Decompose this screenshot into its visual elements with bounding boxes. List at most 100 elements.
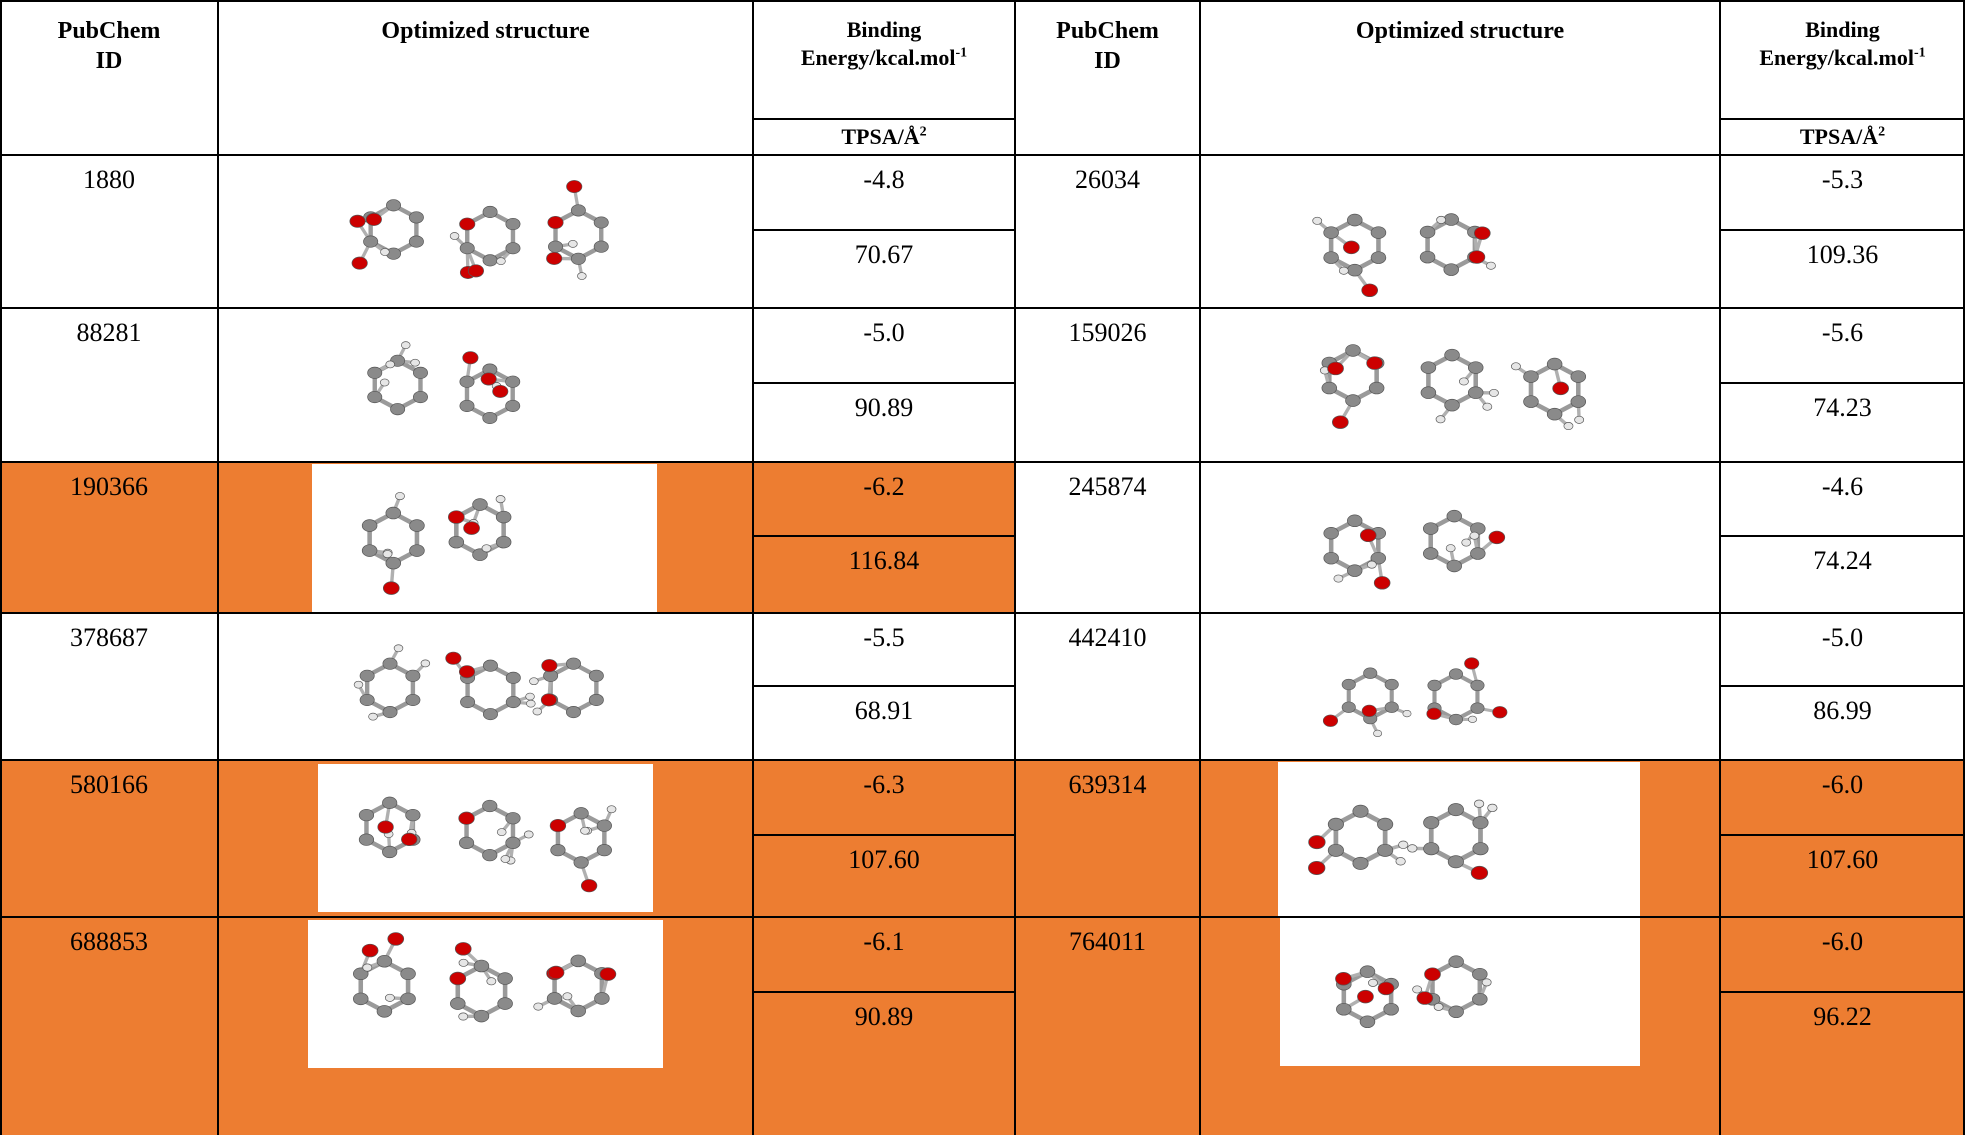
pubchem-id: 159026 — [1068, 318, 1147, 347]
carbon-atom — [1467, 361, 1484, 374]
oxygen-atom — [1308, 835, 1326, 850]
carbon-atom — [1323, 226, 1339, 239]
header-superscript: 2 — [919, 124, 927, 140]
oxygen-atom — [1473, 226, 1491, 240]
hydrogen-atom — [1407, 844, 1418, 853]
header-label: ID — [1094, 48, 1121, 74]
pubchem-id-cell: 764011 — [1015, 917, 1200, 1135]
hydrogen-atom — [1461, 538, 1472, 547]
carbon-atom — [473, 1009, 490, 1023]
carbon-atom — [505, 242, 521, 255]
carbon-atom — [1423, 547, 1439, 560]
binding-energy-value: -6.0 — [1821, 770, 1864, 799]
oxygen-atom — [1359, 528, 1377, 543]
hydrogen-atom — [1366, 560, 1377, 569]
carbon-atom — [367, 366, 383, 379]
hydrogen-atom — [606, 805, 617, 814]
hydrogen-atom — [1481, 978, 1492, 987]
carbon-atom — [505, 836, 521, 849]
carbon-atom — [408, 235, 424, 248]
oxygen-atom — [566, 180, 583, 194]
carbon-atom — [382, 796, 398, 809]
carbon-atom — [1470, 679, 1485, 692]
carbon-atom — [1443, 263, 1459, 276]
pubchem-id: 26034 — [1075, 165, 1140, 194]
molecule-drawing — [1308, 799, 1498, 880]
hydrogen-atom — [481, 544, 492, 553]
binding-energy-value: -5.0 — [863, 318, 905, 347]
oxygen-atom — [449, 971, 467, 986]
hydrogen-atom — [382, 550, 393, 559]
carbon-atom — [450, 997, 466, 1010]
carbon-atom — [1323, 551, 1339, 565]
carbon-atom — [1570, 370, 1587, 383]
hydrogen-atom — [1436, 215, 1447, 224]
carbon-atom — [386, 199, 402, 212]
header-superscript: -1 — [955, 45, 968, 61]
oxygen-atom — [1464, 657, 1480, 670]
carbon-atom — [1444, 398, 1460, 412]
carbon-atom — [409, 544, 425, 557]
carbon-atom — [1423, 522, 1439, 535]
binding-energy-value: -4.6 — [1821, 472, 1864, 501]
oxygen-atom — [1488, 530, 1506, 545]
carbon-atom — [495, 510, 512, 524]
oxygen-atom — [1468, 250, 1486, 264]
header-label: Energy/kcal.mol-1 — [1720, 44, 1965, 72]
carbon-atom — [1447, 803, 1464, 817]
header-label: Binding — [1805, 17, 1880, 42]
carbon-atom — [566, 657, 581, 670]
hydrogen-atom — [1487, 803, 1498, 813]
carbon-atom — [1336, 1002, 1352, 1016]
tpsa-value: 96.22 — [1813, 1002, 1872, 1031]
carbon-atom — [1352, 804, 1369, 818]
header-tpsa-right: TPSA/Å2 — [1720, 119, 1965, 155]
carbon-atom — [1472, 967, 1488, 981]
hydrogen-atom — [1489, 388, 1499, 397]
molecule-drawing — [353, 644, 604, 721]
carbon-atom — [1427, 679, 1442, 692]
tpsa-value: 74.24 — [1813, 546, 1872, 575]
carbon-atom — [1352, 856, 1369, 870]
carbon-atom — [548, 240, 563, 253]
binding-energy-cell: -4.6 — [1720, 462, 1965, 536]
binding-energy-cell: -6.1 — [753, 917, 1015, 992]
pubchem-id-cell: 639314 — [1015, 760, 1200, 917]
hydrogen-atom — [1333, 574, 1344, 583]
hydrogen-atom — [1468, 715, 1477, 723]
table-border-horizontal — [1720, 834, 1965, 836]
hydrogen-atom — [393, 644, 404, 653]
tpsa-value: 70.67 — [854, 240, 914, 269]
hydrogen-atom — [562, 992, 573, 1001]
hydrogen-atom — [495, 495, 506, 504]
oxygen-atom — [462, 351, 479, 365]
binding-energy-cell: -6.2 — [753, 462, 1015, 536]
tpsa-cell: 116.84 — [753, 536, 1015, 613]
hydrogen-atom — [395, 492, 405, 501]
carbon-atom — [359, 693, 375, 707]
carbon-atom — [1446, 559, 1462, 573]
molecule-drawing — [367, 341, 521, 425]
carbon-atom — [382, 845, 398, 859]
oxygen-atom — [540, 693, 557, 707]
oxygen-atom — [547, 216, 564, 229]
header-binding-energy-left: Binding Energy/kcal.mol-1 — [753, 0, 1015, 118]
oxygen-atom — [1377, 981, 1395, 996]
molecule-image — [330, 312, 660, 460]
carbon-atom — [1384, 701, 1399, 713]
hydrogen-atom — [353, 680, 364, 689]
hydrogen-atom — [533, 1002, 544, 1011]
hydrogen-atom — [1395, 857, 1406, 866]
oxygen-atom — [1470, 865, 1489, 880]
hydrogen-atom — [458, 1012, 469, 1021]
hydrogen-atom — [1482, 402, 1493, 411]
carbon-atom — [570, 252, 586, 265]
header-structure-left: Optimized structure — [218, 0, 753, 155]
pubchem-id-cell: 1880 — [0, 155, 218, 308]
binding-energy-cell: -5.5 — [753, 613, 1015, 686]
oxygen-atom — [351, 256, 368, 270]
carbon-atom — [1423, 816, 1440, 830]
header-tpsa-left: TPSA/Å2 — [753, 119, 1015, 155]
header-binding-energy-right: Binding Energy/kcal.mol-1 — [1720, 0, 1965, 118]
